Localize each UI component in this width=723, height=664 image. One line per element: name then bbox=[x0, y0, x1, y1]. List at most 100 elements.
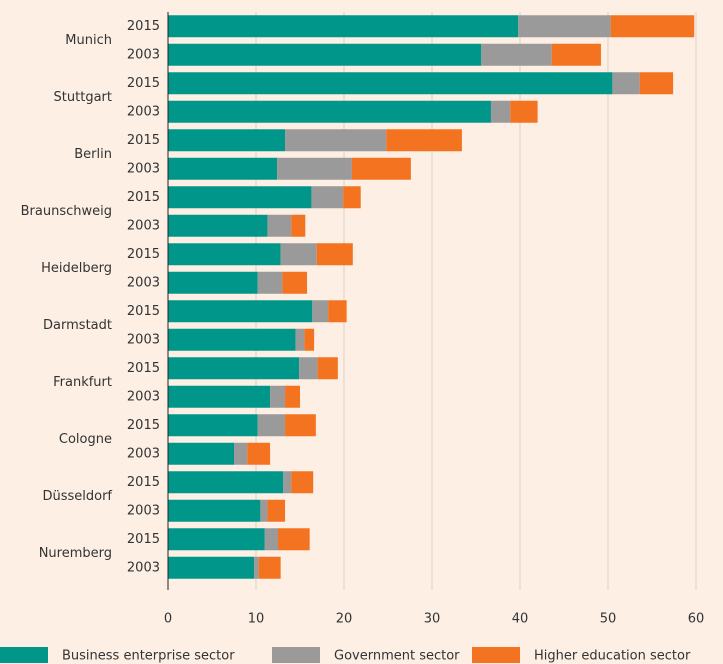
year-label: 2015 bbox=[127, 190, 160, 205]
year-label: 2003 bbox=[127, 218, 160, 233]
bar-segment bbox=[285, 414, 316, 437]
bar-segment bbox=[168, 357, 300, 380]
bar-segment bbox=[168, 499, 261, 522]
bar-segment bbox=[285, 385, 300, 408]
bar-segment bbox=[168, 186, 312, 209]
year-label: 2003 bbox=[127, 446, 160, 461]
legend-label: Higher education sector bbox=[534, 649, 691, 664]
bar-segment bbox=[551, 43, 601, 66]
bar-segment bbox=[168, 157, 278, 180]
year-label: 2015 bbox=[127, 76, 160, 91]
bar-segment bbox=[257, 271, 283, 294]
bar-segment bbox=[291, 214, 306, 237]
year-label: 2003 bbox=[127, 389, 160, 404]
bar-segment bbox=[277, 157, 352, 180]
year-label: 2015 bbox=[127, 304, 160, 319]
bar-segment bbox=[234, 442, 248, 465]
year-label: 2015 bbox=[127, 361, 160, 376]
year-label: 2003 bbox=[127, 275, 160, 290]
city-label: Braunschweig bbox=[21, 204, 112, 219]
city-label: Stuttgart bbox=[54, 90, 112, 105]
bar-segment bbox=[267, 214, 292, 237]
year-label: 2003 bbox=[127, 560, 160, 575]
city-label: Frankfurt bbox=[53, 375, 112, 390]
x-tick-label: 30 bbox=[424, 612, 441, 627]
bar-segment bbox=[168, 129, 286, 152]
bar-segment bbox=[168, 43, 482, 66]
bar-segment bbox=[168, 300, 313, 323]
bar-segment bbox=[316, 243, 353, 266]
bar-segment bbox=[283, 471, 292, 494]
year-label: 2003 bbox=[127, 503, 160, 518]
x-tick-label: 60 bbox=[688, 612, 705, 627]
year-label: 2015 bbox=[127, 475, 160, 490]
bar-segment bbox=[264, 528, 278, 551]
legend-swatch bbox=[272, 647, 320, 663]
bar-segment bbox=[282, 271, 308, 294]
bar-segment bbox=[168, 385, 271, 408]
city-label: Düsseldorf bbox=[42, 489, 112, 504]
bar-segment bbox=[168, 471, 284, 494]
city-label: Munich bbox=[65, 33, 112, 48]
bar-segment bbox=[291, 471, 314, 494]
bar-segment bbox=[168, 528, 265, 551]
year-label: 2003 bbox=[127, 104, 160, 119]
bar-segment bbox=[260, 499, 268, 522]
year-label: 2003 bbox=[127, 161, 160, 176]
bar-segment bbox=[278, 528, 310, 551]
bar-segment bbox=[280, 243, 317, 266]
bar-segment bbox=[168, 214, 268, 237]
year-label: 2003 bbox=[127, 332, 160, 347]
bar-segment bbox=[386, 129, 462, 152]
bar-segment bbox=[612, 72, 640, 95]
bar-segment bbox=[328, 300, 347, 323]
year-label: 2003 bbox=[127, 47, 160, 62]
city-label: Heidelberg bbox=[41, 261, 112, 276]
year-label: 2015 bbox=[127, 418, 160, 433]
bar-segment bbox=[168, 15, 519, 38]
bar-segment bbox=[168, 243, 281, 266]
bar-segment bbox=[510, 100, 538, 123]
city-label: Darmstadt bbox=[43, 318, 112, 333]
bar-segment bbox=[168, 100, 491, 123]
bar-segment bbox=[168, 328, 296, 351]
x-tick-label: 10 bbox=[248, 612, 265, 627]
city-label: Berlin bbox=[74, 147, 112, 162]
bar-segment bbox=[247, 442, 271, 465]
legend-label: Business enterprise sector bbox=[62, 649, 235, 664]
bar-segment bbox=[168, 414, 258, 437]
bar-segment bbox=[490, 100, 511, 123]
bar-segment bbox=[311, 186, 344, 209]
bar-segment bbox=[304, 328, 315, 351]
bar-segment bbox=[258, 556, 281, 579]
year-label: 2015 bbox=[127, 19, 160, 34]
legend-swatch bbox=[0, 647, 48, 663]
bar-segment bbox=[295, 328, 305, 351]
x-tick-label: 40 bbox=[512, 612, 529, 627]
bar-segment bbox=[343, 186, 361, 209]
bar-segment bbox=[168, 72, 613, 95]
legend-label: Government sector bbox=[334, 649, 460, 664]
year-label: 2015 bbox=[127, 532, 160, 547]
bar-segment bbox=[481, 43, 552, 66]
bar-segment bbox=[267, 499, 286, 522]
x-tick-label: 20 bbox=[336, 612, 353, 627]
bar-segment bbox=[610, 15, 695, 38]
year-label: 2015 bbox=[127, 133, 160, 148]
city-label: Cologne bbox=[59, 432, 112, 447]
bar-segment bbox=[639, 72, 674, 95]
year-label: 2015 bbox=[127, 247, 160, 262]
bar-segment bbox=[168, 556, 255, 579]
legend-swatch bbox=[472, 647, 520, 663]
bar-segment bbox=[254, 556, 259, 579]
bar-segment bbox=[168, 271, 258, 294]
x-tick-label: 0 bbox=[164, 612, 172, 627]
bar-segment bbox=[518, 15, 611, 38]
city-label: Nuremberg bbox=[39, 546, 112, 561]
bar-segment bbox=[257, 414, 286, 437]
bar-segment bbox=[351, 157, 411, 180]
bar-segment bbox=[285, 129, 387, 152]
bar-segment bbox=[317, 357, 338, 380]
bar-segment bbox=[168, 442, 234, 465]
